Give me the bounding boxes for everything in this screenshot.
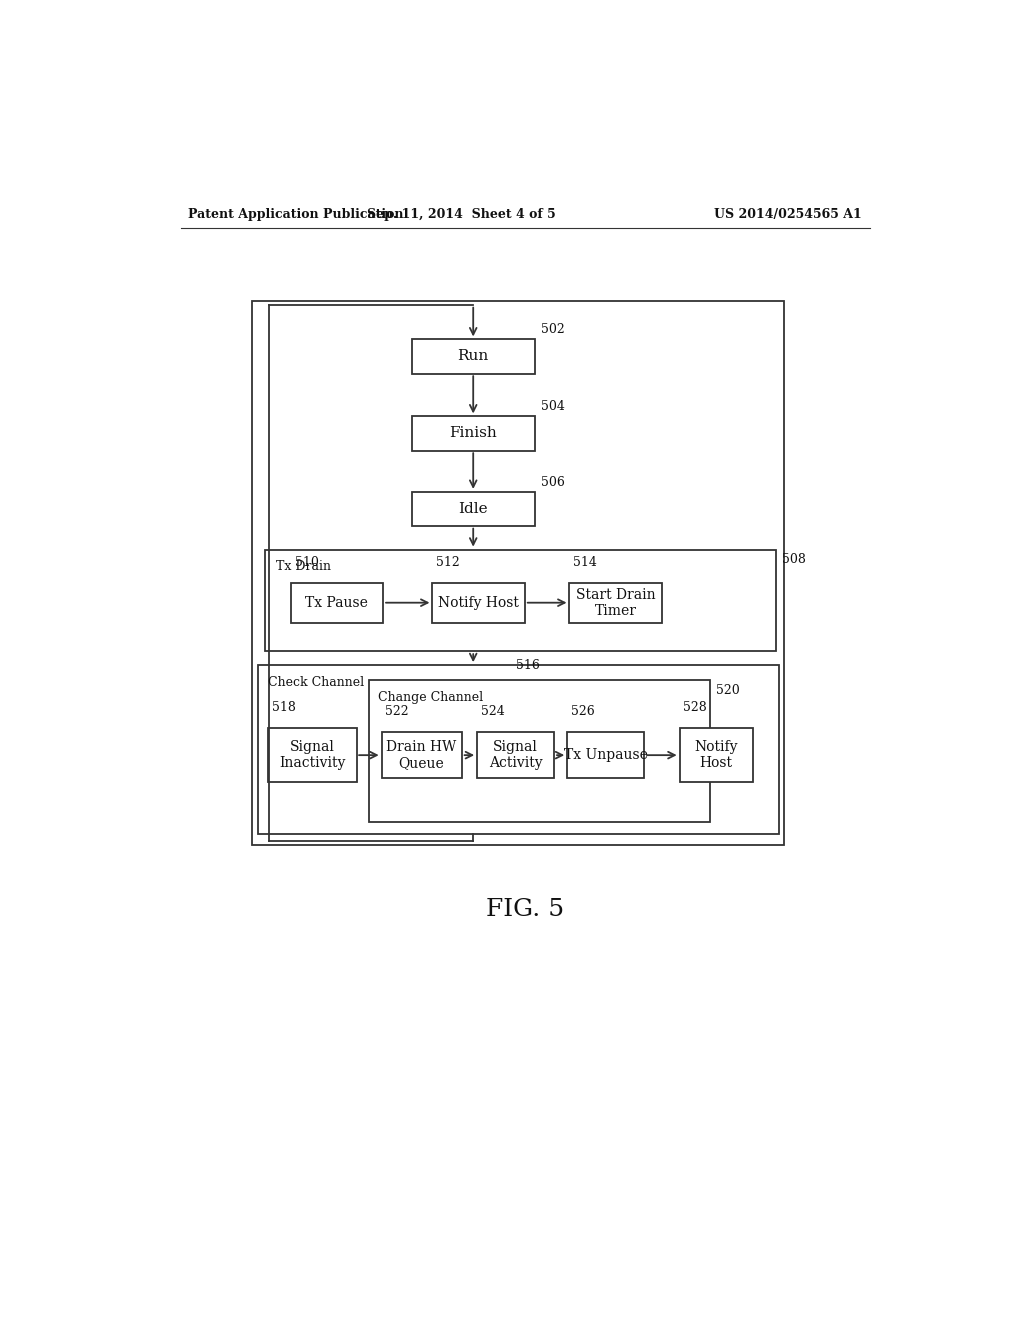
Text: FIG. 5: FIG. 5 (485, 898, 564, 920)
Text: 522: 522 (385, 705, 409, 718)
Text: 504: 504 (541, 400, 565, 413)
Text: Run: Run (458, 350, 488, 363)
Text: Start Drain
Timer: Start Drain Timer (575, 587, 655, 618)
Bar (567, 733, 644, 779)
Text: Tx Unpause: Tx Unpause (564, 748, 647, 762)
Text: Finish: Finish (450, 426, 497, 441)
Bar (412, 339, 535, 374)
Text: Signal
Inactivity: Signal Inactivity (280, 741, 345, 771)
Bar (412, 492, 535, 527)
Text: 520: 520 (716, 684, 739, 697)
Text: 524: 524 (481, 705, 505, 718)
Text: Change Channel: Change Channel (379, 692, 483, 705)
Text: Check Channel: Check Channel (268, 676, 365, 689)
Text: 512: 512 (436, 556, 460, 569)
Text: Notify
Host: Notify Host (694, 741, 737, 771)
Text: 514: 514 (573, 556, 597, 569)
Text: Patent Application Publication: Patent Application Publication (188, 209, 403, 222)
Text: 506: 506 (541, 475, 565, 488)
Text: 526: 526 (571, 705, 595, 718)
Text: Drain HW
Queue: Drain HW Queue (386, 741, 457, 771)
Bar (412, 416, 535, 451)
Bar (432, 582, 525, 623)
Text: 508: 508 (782, 553, 806, 566)
Text: 510: 510 (295, 556, 318, 569)
Text: 528: 528 (683, 701, 708, 714)
Bar (382, 733, 463, 779)
Text: Idle: Idle (459, 502, 488, 516)
Bar (265, 549, 776, 651)
Text: Sep. 11, 2014  Sheet 4 of 5: Sep. 11, 2014 Sheet 4 of 5 (368, 209, 556, 222)
Text: Notify Host: Notify Host (438, 595, 519, 610)
Text: Signal
Activity: Signal Activity (488, 741, 543, 771)
Bar (680, 729, 753, 781)
Bar (477, 733, 554, 779)
Text: Tx Drain: Tx Drain (276, 561, 331, 573)
Bar (252, 301, 783, 845)
Bar (291, 582, 383, 623)
Text: 518: 518 (272, 701, 296, 714)
Text: 502: 502 (541, 323, 564, 337)
Text: Tx Pause: Tx Pause (305, 595, 369, 610)
Bar (258, 665, 779, 834)
Bar (569, 582, 662, 623)
Text: 516: 516 (515, 659, 540, 672)
Text: US 2014/0254565 A1: US 2014/0254565 A1 (715, 209, 862, 222)
Bar (268, 729, 357, 781)
Bar (370, 681, 710, 822)
